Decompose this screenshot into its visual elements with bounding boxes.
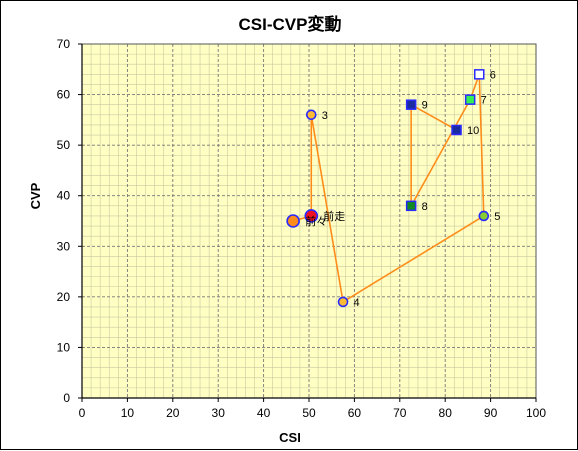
data-label-8: 8 — [422, 201, 428, 213]
data-point-8 — [405, 200, 417, 212]
y-tick-label: 20 — [57, 290, 71, 304]
y-tick-label: 10 — [57, 340, 71, 354]
x-axis-title: CSI — [279, 430, 301, 445]
major-gridlines — [82, 44, 536, 398]
data-point-1 — [286, 214, 300, 228]
data-point-6 — [474, 69, 485, 80]
data-label-1: 前々 — [305, 214, 327, 228]
x-tick-label: 50 — [302, 406, 316, 420]
x-tick-label: 90 — [484, 406, 498, 420]
series-polyline — [292, 73, 485, 303]
x-tick-label: 70 — [393, 406, 407, 420]
x-tick-labels: 0 10 20 30 40 50 60 70 80 90 100 — [79, 406, 547, 420]
data-label-4: 4 — [354, 297, 360, 309]
minor-gridlines — [82, 44, 536, 398]
data-label-5: 5 — [494, 211, 500, 223]
x-tick-label: 40 — [257, 406, 271, 420]
x-tick-label: 80 — [439, 406, 453, 420]
data-point-3 — [305, 109, 317, 121]
y-tick-labels: 0 10 20 30 40 50 60 70 — [57, 37, 71, 405]
data-point-2 — [304, 209, 319, 223]
data-point-4 — [337, 296, 349, 308]
chart-title: CSI-CVP変動 — [239, 14, 342, 34]
x-tick-label: 0 — [79, 406, 86, 420]
y-tick-label: 70 — [57, 37, 71, 51]
x-tick-label: 10 — [121, 406, 135, 420]
y-tick-label: 30 — [57, 239, 71, 253]
data-label-7: 7 — [481, 95, 487, 107]
x-tick-label: 20 — [166, 406, 180, 420]
data-label-2: 前走 — [323, 209, 345, 223]
y-tick-label: 0 — [63, 391, 70, 405]
series-line — [292, 73, 485, 303]
y-tick-label: 50 — [57, 138, 71, 152]
data-label-6: 6 — [490, 69, 496, 81]
x-tick-label: 60 — [348, 406, 362, 420]
y-tick-label: 60 — [57, 88, 71, 102]
data-label-10: 10 — [467, 125, 479, 137]
y-tick-label: 40 — [57, 189, 71, 203]
data-label-3: 3 — [322, 110, 328, 122]
data-label-9: 9 — [422, 100, 428, 112]
y-axis-title: CVP — [28, 182, 43, 209]
x-tick-label: 30 — [212, 406, 226, 420]
data-point-10 — [451, 124, 462, 136]
data-point-7 — [464, 94, 476, 105]
data-point-5 — [478, 210, 490, 222]
data-markers — [286, 69, 490, 308]
x-tick-label: 100 — [526, 406, 546, 420]
data-point-9 — [405, 99, 417, 110]
axes — [78, 43, 537, 402]
